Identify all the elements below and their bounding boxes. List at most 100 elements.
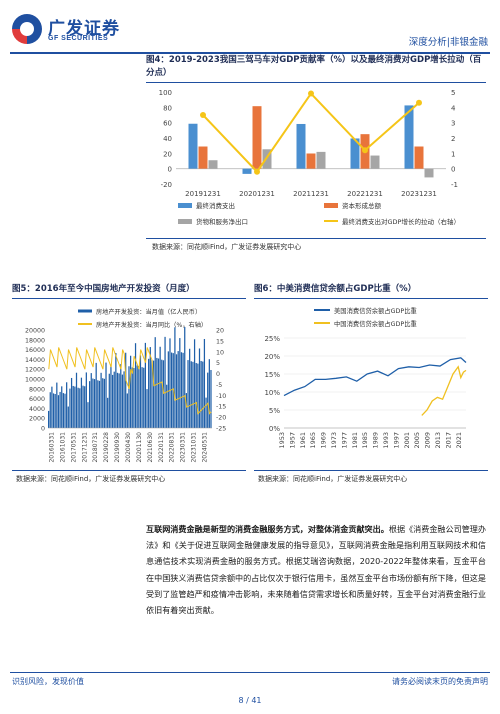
fig5-bar xyxy=(54,393,56,428)
fig5-y-tick-label: 12000 xyxy=(25,367,45,374)
fig4-bar xyxy=(208,160,218,169)
fig5-bar xyxy=(189,348,191,428)
fig5-bar xyxy=(185,393,187,428)
fig5-bar xyxy=(192,361,194,428)
fig6-bottom-rule xyxy=(254,470,488,471)
fig4-line-point xyxy=(416,99,422,106)
fig4-rule xyxy=(146,82,486,83)
fig5-bar xyxy=(113,371,115,428)
fig5-x-tick-label: 20220831 xyxy=(169,432,176,463)
fig5-y2-tick-label: 0 xyxy=(216,371,220,378)
fig5-chart: 0 2000 4000 6000 8000 10000 12000 14000 16000 180… xyxy=(25,308,226,463)
fig4-y2-tick-label: 3 xyxy=(451,120,455,128)
fig5-bar xyxy=(136,365,138,428)
fig4-bar xyxy=(404,105,414,169)
fig5-bar xyxy=(202,361,204,428)
fig4-y-tick-label: 100 xyxy=(159,89,172,97)
fig5-legend-label: 房地产开发投资：当月值（亿人民币） xyxy=(96,308,201,316)
fig5-bar xyxy=(139,355,142,428)
fig5-y2-tick-label: -5 xyxy=(216,382,222,389)
fig5-line-series xyxy=(48,347,212,415)
fig4-bar xyxy=(316,151,326,169)
fig5-y-tick-label: 18000 xyxy=(25,337,45,344)
fig5-bar xyxy=(195,363,197,428)
fig5-bar xyxy=(134,343,137,428)
fig4-bar xyxy=(306,153,316,169)
fig5-x-tick-label: 20171231 xyxy=(81,432,88,463)
fig4-bar xyxy=(252,106,262,169)
logo-mark-icon xyxy=(12,14,42,44)
fig5-bar xyxy=(62,393,64,428)
fig5-bar xyxy=(154,337,156,428)
fig5-y-tick-label: 0 xyxy=(41,426,45,433)
fig4-legend-label: 最终消费支出对GDP增长的拉动（右轴） xyxy=(342,217,460,226)
fig5-bar xyxy=(107,397,109,428)
fig5-bar xyxy=(56,382,58,428)
fig4-bar xyxy=(414,146,424,169)
fig5-bar xyxy=(85,372,87,428)
fig4-y2-tick-label: 1 xyxy=(451,150,455,158)
fig5-bar xyxy=(159,346,161,428)
fig4-bar xyxy=(424,168,434,178)
fig6-x-tick-label: 1961 xyxy=(299,432,307,449)
fig5-bar xyxy=(95,362,97,428)
fig5-bar xyxy=(174,327,176,428)
fig6-x-tick-label: 2021 xyxy=(455,432,463,449)
fig5-bar xyxy=(175,354,178,428)
fig5-bar xyxy=(61,386,63,428)
fig5-bar xyxy=(149,347,151,428)
fig6-rule xyxy=(254,298,488,299)
fig5-title: 图5：2016年至今中国房地产开发投资（月度） xyxy=(12,284,195,294)
fig5-bar xyxy=(182,352,184,428)
fig6-legend-label: 美国消费信贷余额占GDP比重 xyxy=(334,306,417,315)
fig6-title: 图6：中美消费信贷余额占GDP比重（%） xyxy=(254,284,417,294)
fig5-bar xyxy=(74,386,76,428)
fig4-y2-tick-label: 5 xyxy=(451,89,455,97)
fig4-x-tick-label: 20191231 xyxy=(185,190,221,198)
fig5-bar xyxy=(70,377,73,428)
fig6-us-series-line xyxy=(283,357,467,397)
fig5-bar xyxy=(205,397,207,428)
fig5-bar xyxy=(162,360,165,428)
fig5-y2-tick-label: 20 xyxy=(216,328,224,335)
fig5-bar xyxy=(207,372,209,428)
fig5-bar xyxy=(128,366,130,428)
fig5-bar xyxy=(97,380,99,428)
fig5-bar xyxy=(57,395,60,428)
fig5-y-tick-label: 20000 xyxy=(25,328,45,335)
fig4-x-tick-label: 20221231 xyxy=(347,190,383,198)
fig6-x-tick-label: 1965 xyxy=(309,432,317,449)
fig5-x-tick-label: 20200430 xyxy=(125,432,132,463)
fig5-bar xyxy=(123,371,125,428)
fig4-bar xyxy=(370,155,380,169)
fig6-chart: 0% 5% 10% 15% 20% 25% 1953 1957 1961 1965 1969 1973… xyxy=(264,306,467,449)
fig5-bar xyxy=(166,384,168,428)
fig4-chart: -20 0 20 40 60 80 100 -1 0 1 2 3 4 5 20191231 20201231 2… xyxy=(159,89,460,226)
fig5-x-tick-label: 20220131 xyxy=(158,432,165,463)
fig5-bar xyxy=(203,338,206,428)
fig6-x-tick-label: 1997 xyxy=(392,432,400,449)
fig5-bar xyxy=(164,336,166,428)
paragraph-body: 根据《消费金融公司管理办法》和《关于促进互联网金融健康发展的指导意见》，互联网消… xyxy=(146,524,486,616)
fig4-line-point xyxy=(308,90,314,97)
fig4-y2-tick-label: -1 xyxy=(451,181,458,189)
fig5-bar xyxy=(92,378,94,428)
fig5-bar xyxy=(167,351,169,428)
fig5-y2-tick-label: -25 xyxy=(216,426,226,433)
fig5-bar xyxy=(126,393,128,428)
fig6-y-tick-label: 10% xyxy=(264,389,280,397)
fig5-bar xyxy=(141,367,143,428)
fig5-bar xyxy=(138,365,140,428)
company-logo: 广发证券 GF SECURITIES xyxy=(12,14,172,48)
fig5-bar xyxy=(90,373,92,428)
fig4-bar xyxy=(296,123,306,169)
fig5-bar xyxy=(184,327,186,428)
fig4-bar xyxy=(350,138,360,169)
footer-disclaimer: 请务必阅读末页的免责声明 xyxy=(392,677,488,686)
fig5-bottom-rule xyxy=(12,470,246,471)
fig5-bar xyxy=(102,378,104,428)
fig6-x-tick-label: 1977 xyxy=(340,432,348,449)
fig4-y-tick-label: 80 xyxy=(163,104,172,112)
fig4-bottom-rule xyxy=(146,238,486,239)
fig5-bar xyxy=(198,348,201,428)
